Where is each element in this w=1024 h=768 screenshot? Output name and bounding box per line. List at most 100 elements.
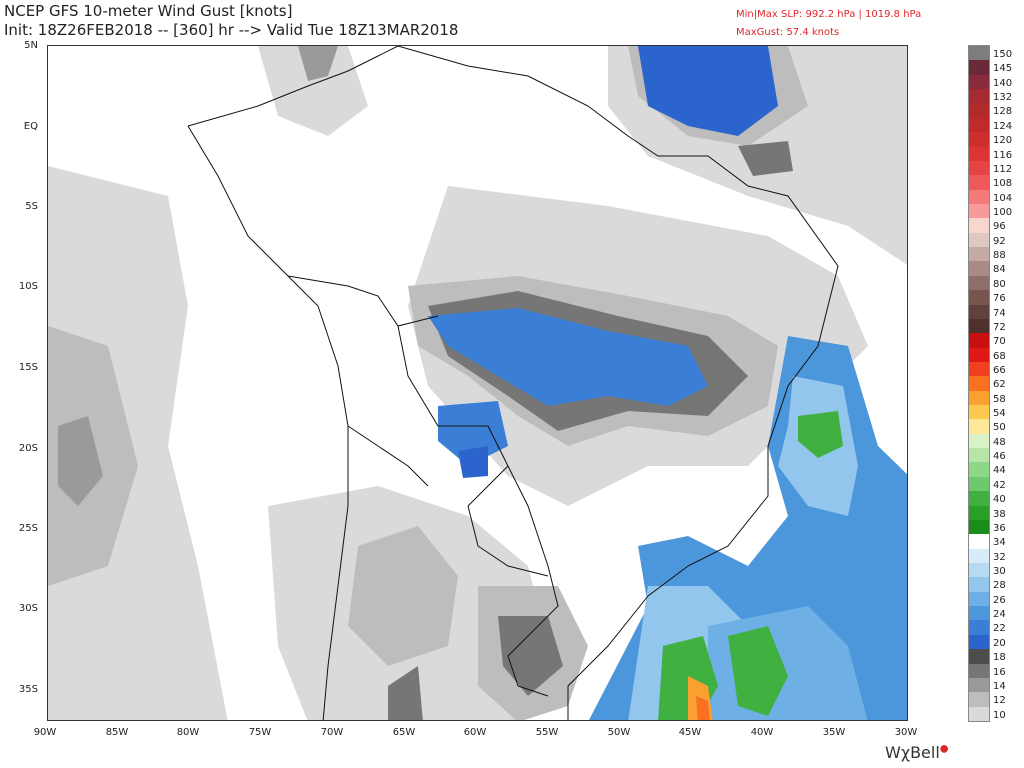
colorbar-swatch <box>969 706 989 722</box>
colorbar-label: 66 <box>993 364 1006 376</box>
colorbar-swatch <box>969 591 989 607</box>
colorbar-label: 116 <box>993 149 1013 161</box>
colorbar-swatch <box>969 46 989 61</box>
gust-green-fields <box>658 411 843 720</box>
colorbar-label: 104 <box>993 192 1013 204</box>
colorbar-label: 120 <box>993 135 1013 147</box>
country-borders <box>187 46 839 720</box>
colorbar-label: 14 <box>993 680 1006 692</box>
colorbar-label: 10 <box>993 709 1006 721</box>
maxgust-stat: MaxGust: 57.4 knots <box>736 27 840 38</box>
colorbar-swatch <box>969 505 989 521</box>
colorbar-swatch <box>969 606 989 621</box>
colorbar-label: 92 <box>993 235 1006 247</box>
colorbar-label: 36 <box>993 522 1006 534</box>
colorbar-swatch <box>969 433 989 449</box>
map-canvas <box>48 46 907 720</box>
colorbar-label: 42 <box>993 479 1006 491</box>
colorbar-swatch <box>969 103 989 119</box>
colorbar-swatch <box>969 132 989 148</box>
colorbar-label: 76 <box>993 293 1006 305</box>
lon-label-80w: 80W <box>176 727 200 738</box>
lon-label-30w: 30W <box>894 727 918 738</box>
colorbar-label: 80 <box>993 278 1006 290</box>
colorbar-swatch <box>969 548 989 564</box>
lon-label-35w: 35W <box>822 727 846 738</box>
colorbar-label: 96 <box>993 221 1006 233</box>
colorbar-label: 100 <box>993 206 1013 218</box>
colorbar-label: 22 <box>993 623 1006 635</box>
lat-label-35s: 35S <box>18 684 38 695</box>
colorbar-label: 132 <box>993 92 1013 104</box>
colorbar-label: 128 <box>993 106 1013 118</box>
colorbar-label: 40 <box>993 494 1006 506</box>
lon-label-65w: 65W <box>392 727 416 738</box>
colorbar-label: 68 <box>993 350 1006 362</box>
colorbar-swatch <box>969 203 989 219</box>
colorbar-swatch <box>969 491 989 507</box>
colorbar-swatch <box>969 519 989 535</box>
wind-gust-map <box>47 45 908 721</box>
lat-label-30s: 30S <box>18 603 38 614</box>
colorbar-label: 112 <box>993 163 1013 175</box>
colorbar-label: 30 <box>993 566 1006 578</box>
colorbar-swatch <box>969 160 989 176</box>
lat-label-eq: EQ <box>23 121 38 132</box>
colorbar-label: 16 <box>993 666 1006 678</box>
colorbar-swatch <box>969 175 989 191</box>
colorbar-swatch <box>969 146 989 162</box>
colorbar-swatch <box>969 620 989 636</box>
lat-label-5s: 5S <box>25 201 38 212</box>
colorbar-swatch <box>969 318 989 334</box>
colorbar-label: 48 <box>993 436 1006 448</box>
colorbar-swatch <box>969 448 989 463</box>
colorbar-label: 150 <box>993 49 1013 60</box>
colorbar-swatch <box>969 462 989 478</box>
wxbell-logo: WχBell● <box>885 743 949 762</box>
colorbar-swatch <box>969 232 989 248</box>
colorbar-swatch <box>969 333 989 349</box>
colorbar-swatch <box>969 634 989 650</box>
colorbar-label: 26 <box>993 594 1006 606</box>
colorbar-label: 70 <box>993 336 1006 348</box>
lon-label-75w: 75W <box>248 727 272 738</box>
colorbar-label: 108 <box>993 178 1013 190</box>
colorbar-label: 34 <box>993 537 1006 549</box>
colorbar-label: 38 <box>993 508 1006 520</box>
lon-label-85w: 85W <box>105 727 129 738</box>
lon-label-90w: 90W <box>33 727 57 738</box>
lat-label-5n: 5N <box>24 40 38 51</box>
colorbar-label: 50 <box>993 422 1006 434</box>
slp-stat: Min|Max SLP: 992.2 hPa | 1019.8 hPa <box>736 9 922 20</box>
colorbar-swatch <box>969 189 989 205</box>
colorbar-swatch <box>969 347 989 363</box>
init-valid-line: Init: 18Z26FEB2018 -- [360] hr --> Valid… <box>4 21 459 39</box>
colorbar-swatch <box>969 405 989 420</box>
colorbar-swatch <box>969 419 989 435</box>
colorbar-label: 20 <box>993 637 1006 649</box>
colorbar-swatch <box>969 663 989 679</box>
colorbar-swatch <box>969 275 989 291</box>
colorbar-label: 72 <box>993 321 1006 333</box>
colorbar-swatch <box>969 577 989 593</box>
colorbar-label: 124 <box>993 120 1013 132</box>
colorbar-label: 44 <box>993 465 1006 477</box>
lon-label-50w: 50W <box>607 727 631 738</box>
colorbar-swatch <box>969 563 989 578</box>
colorbar-label: 54 <box>993 408 1006 420</box>
colorbar-label: 58 <box>993 393 1006 405</box>
colorbar-label: 62 <box>993 379 1006 391</box>
colorbar-swatch <box>969 692 989 708</box>
colorbar-swatch <box>969 247 989 262</box>
colorbar-swatch <box>969 476 989 492</box>
lat-label-20s: 20S <box>18 443 38 454</box>
lon-label-40w: 40W <box>750 727 774 738</box>
lon-label-70w: 70W <box>320 727 344 738</box>
colorbar-swatch <box>969 534 989 550</box>
colorbar-label: 24 <box>993 609 1006 621</box>
colorbar-label: 74 <box>993 307 1006 319</box>
colorbar-label: 46 <box>993 451 1006 463</box>
lat-label-15s: 15S <box>18 362 38 373</box>
colorbar-label: 84 <box>993 264 1006 276</box>
colorbar-swatch <box>969 117 989 133</box>
